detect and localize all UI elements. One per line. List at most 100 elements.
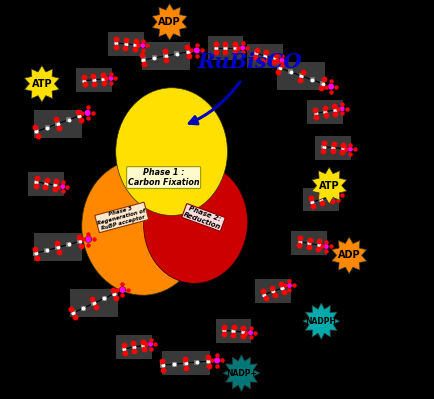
Circle shape: [334, 192, 340, 198]
Bar: [328, 195, 332, 199]
Bar: [309, 77, 314, 82]
Bar: [66, 242, 71, 247]
Bar: [108, 32, 143, 56]
Bar: [321, 145, 325, 149]
Bar: [183, 361, 187, 365]
Bar: [247, 44, 283, 68]
Bar: [44, 182, 48, 186]
Bar: [76, 68, 112, 92]
Bar: [77, 239, 82, 244]
Bar: [70, 310, 76, 315]
Circle shape: [322, 243, 328, 249]
Bar: [34, 129, 39, 134]
Circle shape: [148, 342, 153, 347]
Bar: [151, 55, 157, 60]
Bar: [133, 43, 137, 47]
Bar: [297, 240, 301, 244]
Circle shape: [339, 106, 344, 112]
Bar: [70, 289, 118, 317]
Bar: [298, 73, 303, 78]
Bar: [45, 125, 49, 130]
Bar: [112, 291, 117, 296]
Polygon shape: [152, 4, 187, 40]
Bar: [223, 46, 227, 50]
Circle shape: [119, 286, 125, 293]
Bar: [161, 351, 209, 375]
Bar: [53, 183, 57, 187]
Bar: [215, 319, 251, 343]
Circle shape: [286, 282, 292, 288]
Circle shape: [239, 45, 245, 51]
Bar: [309, 200, 313, 204]
Bar: [272, 56, 276, 61]
Polygon shape: [302, 303, 339, 340]
Bar: [207, 36, 243, 60]
Bar: [205, 359, 210, 363]
Bar: [171, 361, 176, 367]
Text: NADPH: NADPH: [305, 317, 336, 326]
Bar: [332, 108, 336, 112]
Circle shape: [140, 43, 145, 48]
Bar: [291, 231, 326, 255]
Circle shape: [279, 57, 284, 63]
Bar: [255, 279, 291, 303]
Bar: [82, 79, 86, 83]
Circle shape: [213, 357, 220, 363]
Bar: [66, 117, 71, 122]
Text: NADP+: NADP+: [226, 369, 256, 377]
Polygon shape: [331, 237, 366, 274]
Circle shape: [84, 110, 91, 116]
Ellipse shape: [115, 88, 227, 215]
Bar: [262, 292, 266, 297]
Bar: [123, 42, 128, 46]
Bar: [330, 146, 335, 150]
Bar: [122, 347, 126, 351]
Polygon shape: [24, 65, 59, 102]
Bar: [279, 286, 284, 290]
Bar: [34, 180, 39, 184]
Bar: [132, 345, 135, 349]
Bar: [240, 330, 245, 334]
Bar: [140, 57, 145, 62]
Bar: [319, 81, 325, 86]
Polygon shape: [223, 355, 259, 391]
Bar: [313, 111, 317, 115]
Bar: [55, 121, 60, 126]
Circle shape: [247, 330, 253, 336]
Bar: [231, 329, 235, 333]
Bar: [315, 136, 350, 160]
Bar: [141, 344, 145, 348]
Bar: [77, 113, 82, 119]
Bar: [34, 233, 82, 261]
Bar: [160, 363, 165, 367]
Bar: [194, 359, 199, 365]
Ellipse shape: [82, 160, 201, 295]
Circle shape: [327, 83, 334, 90]
Bar: [101, 77, 105, 81]
Bar: [185, 49, 190, 54]
Circle shape: [193, 47, 200, 54]
Bar: [263, 54, 267, 58]
Bar: [287, 69, 293, 74]
Circle shape: [85, 236, 92, 243]
Bar: [322, 110, 326, 114]
Bar: [340, 146, 344, 150]
Bar: [302, 188, 339, 211]
Bar: [163, 53, 168, 58]
Bar: [115, 335, 151, 359]
Text: ADP: ADP: [158, 17, 181, 27]
Text: ADP: ADP: [337, 250, 360, 261]
Text: Phase 3
Regeneration of
RuBP acceptor: Phase 3 Regeneration of RuBP acceptor: [95, 203, 148, 232]
Bar: [91, 301, 96, 306]
Text: Phase 2:
Reduction: Phase 2: Reduction: [182, 205, 224, 230]
Bar: [81, 306, 86, 310]
Bar: [253, 51, 257, 55]
Bar: [174, 51, 179, 56]
Bar: [44, 248, 49, 253]
Polygon shape: [311, 167, 346, 204]
Bar: [233, 46, 237, 50]
Bar: [92, 78, 95, 82]
Text: Phase 1 :
Carbon Fixation: Phase 1 : Carbon Fixation: [128, 168, 199, 187]
Bar: [277, 65, 282, 71]
Text: ATP: ATP: [318, 180, 339, 191]
